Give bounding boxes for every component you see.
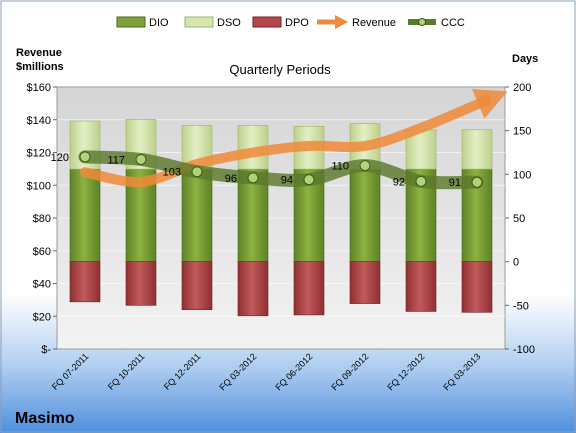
company-name: Masimo: [15, 410, 75, 427]
chart-title: Quarterly Periods: [229, 62, 331, 77]
ccc-point: [247, 172, 259, 184]
left-tick-label: $60: [33, 246, 51, 258]
right-tick-label: 50: [513, 213, 525, 225]
legend-marker: [418, 18, 426, 26]
ccc-point: [471, 176, 483, 188]
right-tick-label: 150: [513, 126, 531, 138]
ccc-data-label: 103: [163, 167, 181, 179]
right-tick-label: -50: [513, 300, 529, 312]
legend-swatch: [252, 16, 282, 28]
dpo-bar: [405, 261, 437, 312]
left-tick-label: $120: [27, 148, 51, 160]
legend-item-dio: DIO: [116, 16, 169, 29]
dio-bar: [181, 168, 213, 262]
dpo-bar: [125, 261, 157, 306]
ccc-data-label: 91: [449, 177, 461, 189]
dpo-bar: [461, 261, 493, 313]
ccc-point: [359, 160, 371, 172]
legend-swatch: [184, 16, 214, 28]
legend-item-revenue: Revenue: [317, 15, 396, 29]
left-axis-label-line-1: Revenue: [16, 47, 62, 59]
left-tick-label: $100: [27, 180, 51, 192]
right-axis: 200 150 100 50 0 -50 -100: [505, 82, 535, 356]
legend-item-ccc: CCC: [408, 17, 465, 29]
ccc-data-label: 117: [107, 154, 125, 166]
ccc-point: [303, 174, 315, 186]
dpo-bar: [237, 261, 269, 317]
dpo-bar: [181, 261, 213, 310]
dpo-bar: [69, 261, 101, 303]
left-tick-label: $160: [27, 82, 51, 94]
left-tick-label: $80: [33, 213, 51, 225]
legend-label: CCC: [441, 17, 465, 29]
right-axis-label: Days: [512, 53, 538, 65]
ccc-data-label: 120: [51, 152, 69, 164]
ccc-series: 120 117 103 96 94 110 92 91: [51, 150, 484, 190]
legend-swatch: [116, 16, 146, 28]
right-tick-label: 100: [513, 169, 531, 181]
revenue-line: [80, 89, 508, 188]
dio-bar: [349, 168, 381, 262]
ccc-data-label: 96: [225, 173, 237, 185]
right-tick-label: 200: [513, 82, 531, 94]
ccc-data-label: 92: [393, 176, 405, 188]
right-tick-label: 0: [513, 257, 519, 269]
dso-bar: [461, 129, 493, 170]
legend-label: DPO: [285, 17, 309, 29]
right-tick-label: -100: [513, 344, 535, 356]
legend: DIO DSO DPO Revenue CCC: [116, 15, 465, 29]
legend-label: Revenue: [352, 17, 396, 29]
legend-item-dso: DSO: [184, 16, 241, 29]
dio-bar: [69, 168, 101, 262]
left-axis-label-line-2: $millions: [16, 61, 64, 73]
ccc-point: [191, 166, 203, 178]
dpo-bar: [349, 261, 381, 304]
left-tick-label: $140: [27, 115, 51, 127]
dpo-bar: [293, 261, 325, 316]
revenue-series: [80, 89, 508, 188]
legend-item-dpo: DPO: [252, 16, 309, 29]
left-tick-label: $20: [33, 311, 51, 323]
legend-label: DSO: [217, 17, 241, 29]
legend-label: DIO: [149, 17, 169, 29]
legend-arrowhead: [335, 15, 348, 29]
left-tick-label: $-: [41, 344, 51, 356]
bar-series: [69, 119, 493, 317]
ccc-point: [135, 153, 147, 165]
left-tick-label: $40: [33, 279, 51, 291]
ccc-data-label: 94: [281, 175, 293, 187]
ccc-point: [79, 151, 91, 163]
ccc-point: [415, 175, 427, 187]
ccc-data-label: 110: [331, 161, 349, 173]
